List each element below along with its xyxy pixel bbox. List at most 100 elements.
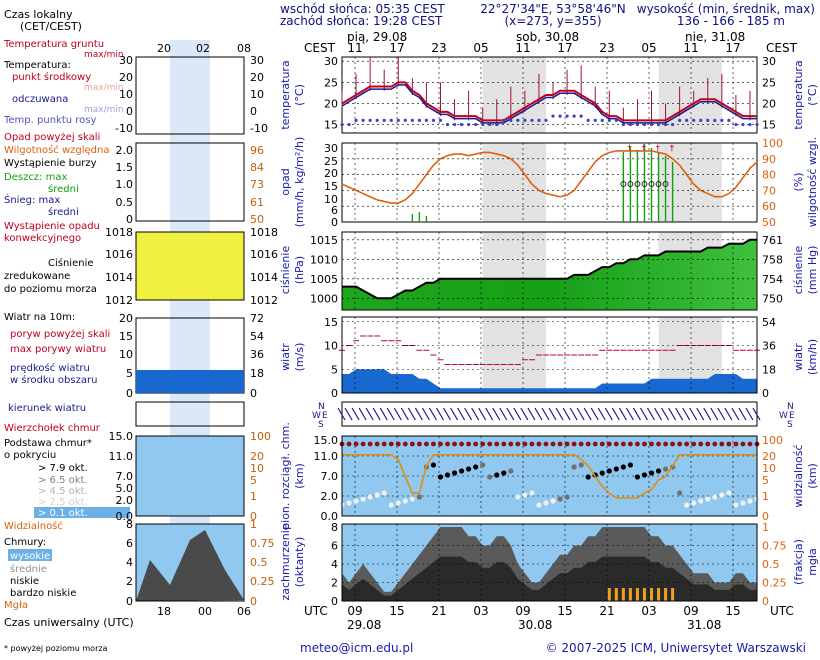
legend-tick: 72: [250, 312, 264, 325]
wind-arrow: [442, 407, 452, 421]
wind-arrow: [668, 407, 677, 421]
cloud-base-dot: [381, 490, 387, 496]
axis-tick-left: 0: [331, 387, 338, 400]
cloud-base-dot: [458, 468, 465, 474]
cloud-top-dot: [747, 441, 753, 447]
axis-tick-left: 25: [324, 155, 338, 168]
legend-tick: -10: [250, 122, 268, 135]
cloud-base-dot: [648, 470, 655, 476]
cloud-base-dot: [712, 494, 718, 500]
dew-point-dot: [481, 122, 485, 127]
top-hour-label: 05: [473, 41, 488, 55]
dew-point-dot: [678, 118, 682, 122]
cloud-top-dot: [522, 441, 528, 447]
axis-tick-left: 10: [324, 340, 338, 353]
cloud-top-dot: [557, 441, 563, 447]
night-band: [482, 317, 546, 393]
dew-point-dot: [495, 122, 499, 127]
header: wschód słońca: 05:35 CEST zachód słońca:…: [280, 2, 815, 28]
precip-above-marker: †: [641, 144, 646, 154]
cloud-base-dot: [346, 500, 352, 506]
wind-arrow: [414, 407, 423, 421]
wind-arrow: [435, 407, 444, 421]
wind-arrow: [710, 407, 719, 421]
cloud-base-dot: [515, 494, 521, 500]
legend-tick: 20: [250, 450, 264, 463]
legend-tick: 1.5: [116, 161, 134, 174]
cloud-base-dot: [599, 470, 605, 476]
wind-arrow: [527, 407, 536, 421]
storm-marker: [648, 181, 655, 187]
fog-bar: [635, 588, 639, 601]
dew-point-dot: [467, 122, 471, 127]
legend-tick: 0: [250, 595, 257, 608]
cloud-top-dot: [543, 441, 549, 447]
axis-tick-right: 80: [762, 169, 776, 182]
cloud-top-dot: [487, 441, 493, 447]
dew-point-dot: [424, 118, 429, 122]
compass-s: S: [787, 420, 793, 430]
night-band: [482, 57, 546, 133]
cloud-top-dot: [691, 441, 697, 447]
wind-arrow: [365, 407, 374, 421]
dew-point-dot: [368, 118, 372, 122]
axis-tick-right: 0: [762, 510, 769, 523]
wind-arrow: [485, 407, 494, 421]
pressure-label-left: ciśnienie(hPa): [279, 246, 306, 295]
wind-arrow: [400, 407, 409, 421]
dew-point-dot: [670, 122, 675, 127]
legend-tick: 84: [250, 161, 264, 174]
dew-point-dot: [410, 118, 414, 122]
legend-tick: 1: [250, 490, 257, 503]
legend-hour: 00: [198, 605, 212, 618]
dew-point-dot: [340, 122, 344, 127]
dew-point-dot: [628, 122, 632, 127]
legend-cover-area: [136, 530, 244, 601]
cloud-top-dot: [606, 441, 612, 447]
cloud-base-dot: [634, 474, 641, 480]
top-axis: CEST CEST pią, 29.08 sob, 30.08 nie, 31.…: [304, 30, 798, 55]
legend-tick: 6: [126, 537, 133, 550]
axis-tick-right: 20: [762, 450, 776, 463]
compass-n: N: [318, 402, 325, 412]
legend-tick: 1.0: [116, 178, 134, 191]
legend-tick: 18: [250, 367, 264, 380]
legend-cloud-level: > 6.5 okt.: [38, 475, 88, 486]
legend-tick: 50: [250, 213, 264, 226]
wind-arrow: [372, 407, 381, 421]
legend-tick: 5.0: [116, 482, 134, 495]
wind-ticks: 15 54 10 36 5 18 0 0: [324, 316, 776, 400]
cloud-top-dot: [536, 441, 542, 447]
wind-arrow: [569, 407, 578, 421]
legend-pressure-frame: [135, 231, 245, 301]
wind-arrow: [583, 407, 592, 421]
legend-tick: 10: [250, 88, 264, 101]
email-link[interactable]: meteo@icm.edu.pl: [300, 641, 413, 655]
bottom-hour-label: 09: [683, 604, 698, 618]
cloud-base-dot: [402, 498, 408, 504]
axis-tick-right: 750: [762, 292, 783, 305]
legend-precip-above: Opad powyżej skali: [4, 132, 100, 143]
copyright: © 2007-2025 ICM, Uniwersytet Warszawski: [546, 641, 806, 655]
compass-s: S: [318, 420, 324, 430]
temperature-grid: [342, 57, 757, 133]
cloud-top-dot: [353, 441, 359, 447]
dew-point-dot: [649, 122, 654, 127]
temperature-ticks: 30 30 25 25 20 20 15 15: [324, 55, 776, 131]
cloud-top-dot: [409, 441, 415, 447]
legend-cloud-level: > 0.1 okt.: [38, 508, 88, 519]
precip-above-marker: †: [670, 144, 675, 154]
wind-arrow: [464, 407, 473, 421]
dew-point-dot: [706, 118, 710, 122]
wind-arrow: [534, 407, 543, 421]
axis-tick-left: 30: [324, 142, 338, 155]
storm-marker: [627, 181, 634, 187]
wind-arrow: [745, 407, 754, 421]
legend-tick: 7.0: [116, 470, 134, 483]
cloud-base-dot: [627, 462, 633, 468]
cloud-top-dot: [642, 441, 647, 447]
axis-tick-left: 1010: [310, 253, 338, 266]
cloud-cover-low-area: [342, 556, 757, 601]
wind-arrow: [379, 407, 388, 421]
dew-point-dot: [431, 118, 436, 122]
